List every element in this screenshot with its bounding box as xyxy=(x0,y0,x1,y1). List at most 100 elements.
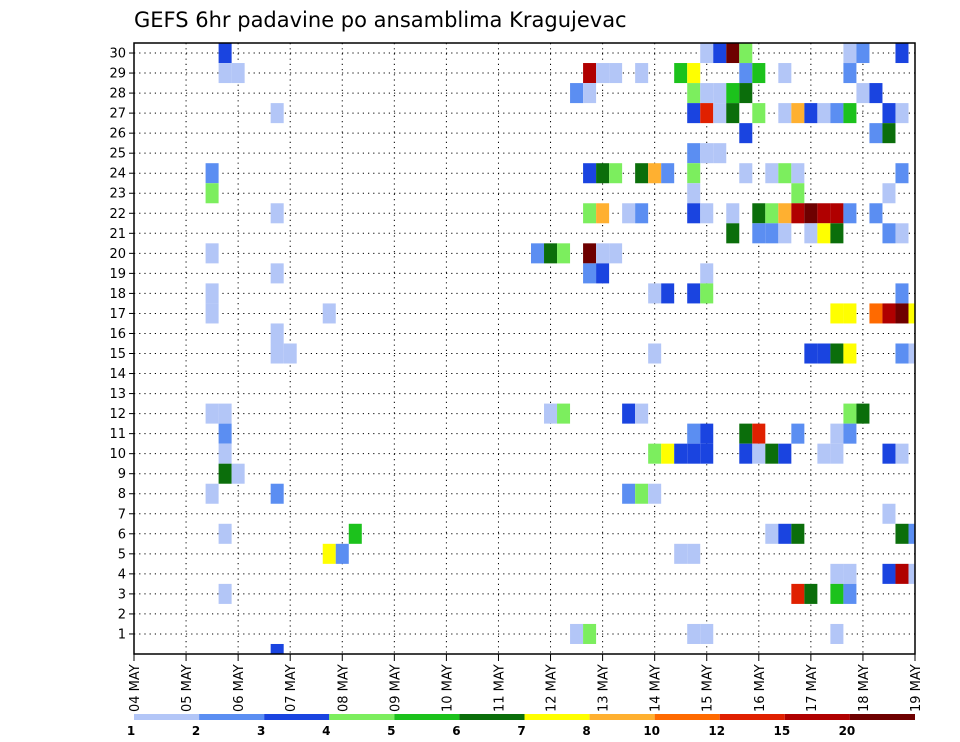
ensemble-cell xyxy=(687,283,701,304)
ensemble-cell xyxy=(752,423,766,444)
x-tick-label: 18 MAY xyxy=(857,664,872,712)
x-tick-label: 17 MAY xyxy=(805,664,820,712)
ensemble-cell xyxy=(817,203,831,224)
ensemble-cell xyxy=(817,443,831,464)
ensemble-cell xyxy=(205,163,219,184)
ensemble-cell xyxy=(218,63,232,84)
ensemble-cell xyxy=(231,463,245,484)
ensemble-cell xyxy=(583,243,597,264)
ensemble-cell xyxy=(713,143,727,164)
ensemble-cell xyxy=(270,103,284,124)
ensemble-cell xyxy=(843,343,857,364)
ensemble-cell xyxy=(557,403,571,424)
y-tick-label: 7 xyxy=(118,507,126,522)
ensemble-cell xyxy=(687,183,701,204)
ensemble-cell xyxy=(218,463,232,484)
ensemble-cell xyxy=(596,203,610,224)
ensemble-cell xyxy=(752,203,766,224)
ensemble-cell xyxy=(778,223,792,244)
ensemble-cell xyxy=(700,103,714,124)
y-tick-label: 30 xyxy=(109,47,126,62)
ensemble-cell xyxy=(739,163,753,184)
ensemble-cell xyxy=(778,63,792,84)
ensemble-cell xyxy=(817,223,831,244)
ensemble-cell xyxy=(778,443,792,464)
ensemble-cell xyxy=(856,83,870,104)
x-tick-label: 11 MAY xyxy=(492,664,507,712)
ensemble-cell xyxy=(804,343,818,364)
ensemble-cell xyxy=(700,623,714,644)
ensemble-cell xyxy=(322,543,336,564)
y-tick-label: 20 xyxy=(109,247,126,262)
ensemble-cell xyxy=(869,123,883,144)
ensemble-cell xyxy=(687,63,701,84)
ensemble-cell xyxy=(765,443,779,464)
ensemble-cell xyxy=(778,203,792,224)
ensemble-cell xyxy=(700,143,714,164)
ensemble-cell xyxy=(882,303,896,324)
ensemble-cell xyxy=(348,523,362,544)
x-tick-label: 04 MAY xyxy=(128,664,143,712)
ensemble-cell xyxy=(270,643,284,654)
ensemble-cell xyxy=(882,123,896,144)
y-tick-label: 27 xyxy=(109,107,126,122)
ensemble-cell xyxy=(661,163,675,184)
y-tick-label: 8 xyxy=(118,487,126,502)
ensemble-cell xyxy=(583,63,597,84)
y-tick-label: 3 xyxy=(118,587,126,602)
ensemble-cell xyxy=(882,223,896,244)
ensemble-cell xyxy=(791,163,805,184)
x-tick-label: 19 MAY xyxy=(909,664,924,712)
ensemble-cell xyxy=(882,443,896,464)
ensemble-cell xyxy=(687,163,701,184)
ensemble-cell xyxy=(752,443,766,464)
ensemble-cell xyxy=(856,403,870,424)
y-tick-label: 2 xyxy=(118,607,126,622)
ensemble-cell xyxy=(218,403,232,424)
x-tick-label: 13 MAY xyxy=(597,664,612,712)
ensemble-cell xyxy=(895,563,909,584)
ensemble-cell xyxy=(687,83,701,104)
ensemble-cell xyxy=(726,43,740,64)
legend-label: 2 xyxy=(192,724,200,738)
ensemble-cell xyxy=(752,223,766,244)
ensemble-cell xyxy=(700,83,714,104)
ensemble-cell xyxy=(843,563,857,584)
ensemble-cell xyxy=(895,223,909,244)
ensemble-cell xyxy=(687,543,701,564)
ensemble-cell xyxy=(687,623,701,644)
ensemble-cell xyxy=(765,203,779,224)
ensemble-cell xyxy=(908,343,915,364)
ensemble-cell xyxy=(908,563,915,584)
ensemble-cell xyxy=(218,423,232,444)
ensemble-cell xyxy=(700,203,714,224)
ensemble-cell xyxy=(752,103,766,124)
ensemble-cell xyxy=(895,523,909,544)
ensemble-cell xyxy=(895,283,909,304)
ensemble-cell xyxy=(283,343,297,364)
ensemble-cell xyxy=(817,103,831,124)
ensemble-cell xyxy=(270,343,284,364)
y-tick-label: 15 xyxy=(109,347,126,362)
legend-swatch xyxy=(459,714,525,720)
ensemble-cell xyxy=(765,523,779,544)
ensemble-cell xyxy=(609,63,623,84)
ensemble-cell xyxy=(322,303,336,324)
ensemble-cell xyxy=(218,583,232,604)
ensemble-cell xyxy=(661,443,675,464)
ensemble-cell xyxy=(270,483,284,504)
ensemble-cell xyxy=(778,523,792,544)
ensemble-cell xyxy=(804,223,818,244)
ensemble-cell xyxy=(778,103,792,124)
ensemble-cell xyxy=(869,203,883,224)
ensemble-cell xyxy=(205,243,219,264)
x-tick-label: 05 MAY xyxy=(180,664,195,712)
ensemble-cell xyxy=(583,263,597,284)
legend-swatch xyxy=(784,714,850,720)
ensemble-cell xyxy=(830,223,844,244)
ensemble-cell xyxy=(908,303,915,324)
ensemble-cell xyxy=(908,523,915,544)
ensemble-cell xyxy=(622,403,636,424)
legend-label: 4 xyxy=(322,724,330,738)
ensemble-cell xyxy=(791,423,805,444)
